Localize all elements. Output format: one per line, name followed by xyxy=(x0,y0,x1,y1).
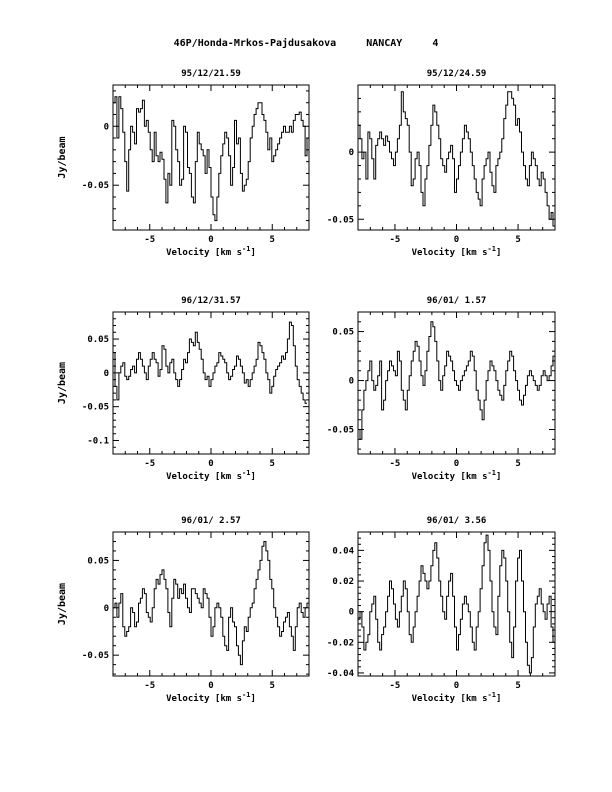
y-tick-label: -0.1 xyxy=(87,436,109,446)
spectrum-line xyxy=(358,534,556,674)
comet-name: 46P/Honda-Mrkos-Pajdusakova xyxy=(173,38,337,49)
x-tick-label: -5 xyxy=(390,235,401,245)
x-tick-label: -5 xyxy=(144,459,155,469)
y-tick-label: 0.05 xyxy=(332,328,354,338)
x-axis-label: Velocity [km s-1] xyxy=(412,245,502,258)
y-tick-label: -0.05 xyxy=(327,426,354,436)
x-tick-label: 0 xyxy=(208,235,213,245)
x-tick-label: 0 xyxy=(208,459,213,469)
x-axis-label: Velocity [km s-1] xyxy=(412,691,502,704)
x-tick-label: 5 xyxy=(515,459,520,469)
y-tick-label: -0.02 xyxy=(327,638,354,648)
y-tick-label: -0.04 xyxy=(327,669,355,679)
y-tick-label: -0.05 xyxy=(82,181,109,191)
x-tick-label: 0 xyxy=(208,681,213,691)
y-tick-label: 0 xyxy=(349,148,354,158)
spectrum-line xyxy=(358,91,555,227)
y-tick-label: 0 xyxy=(349,608,354,618)
y-tick-label: 0.02 xyxy=(332,577,354,587)
spectrum-line xyxy=(113,541,310,666)
y-tick-label: 0 xyxy=(104,604,109,614)
y-tick-label: 0 xyxy=(349,377,354,387)
x-tick-label: -5 xyxy=(144,681,155,691)
spectrum-panel: 96/01/ 2.57 -5 0 5 0.05 0 -0.05 Velocity [km s-… xyxy=(57,516,310,704)
spectrum-panel: 95/12/24.59 -5 0 5 0 -0.05 Velocity [km s-1] xyxy=(327,69,556,258)
panel-title: 96/01/ 3.56 xyxy=(427,516,487,526)
y-axis-label: Jy/beam xyxy=(57,362,68,404)
x-axis-label: Velocity [km s-1] xyxy=(412,469,502,482)
panel-title: 95/12/21.59 xyxy=(181,69,241,79)
x-tick-label: 5 xyxy=(515,235,520,245)
plot-frame xyxy=(357,84,556,231)
spectrum-line xyxy=(358,321,556,440)
y-tick-label: 0.05 xyxy=(87,335,109,345)
x-tick-label: 0 xyxy=(454,235,459,245)
x-tick-label: 5 xyxy=(270,681,275,691)
y-tick-label: -0.05 xyxy=(82,651,109,661)
y-axis-label: Jy/beam xyxy=(57,136,68,178)
spectrum-panel: 95/12/21.59 -5 0 5 0 -0.05 Velocity [km s-1] Jy… xyxy=(57,69,310,258)
x-tick-label: -5 xyxy=(390,459,401,469)
x-tick-label: -5 xyxy=(390,681,401,691)
y-tick-label: 0 xyxy=(104,369,109,379)
y-tick-label: 0 xyxy=(104,122,109,132)
y-tick-label: 0.05 xyxy=(87,556,109,566)
station-name: NANCAY xyxy=(366,38,403,49)
spectrum-panel: 96/01/ 1.57 -5 0 5 0.05 0 -0.05 Velocity [km s-… xyxy=(327,296,556,482)
x-tick-label: 0 xyxy=(454,681,459,691)
y-tick-label: 0.04 xyxy=(332,546,354,556)
x-axis-label: Velocity [km s-1] xyxy=(166,691,256,704)
y-axis-label: Jy/beam xyxy=(57,583,68,625)
panel-title: 96/01/ 2.57 xyxy=(181,516,241,526)
page-title: 46P/Honda-Mrkos-Pajdusakova NANCAY 4 xyxy=(0,38,612,49)
page-number: 4 xyxy=(432,38,439,49)
y-tick-label: -0.05 xyxy=(82,403,109,413)
y-tick-label: -0.05 xyxy=(327,215,354,225)
plot-frame xyxy=(112,531,310,677)
x-tick-label: 5 xyxy=(270,459,275,469)
spectrum-panel: 96/12/31.57 -5 0 5 0.05 0 -0.05 -0.1 Velocity [k… xyxy=(57,296,310,482)
x-tick-label: -5 xyxy=(144,235,155,245)
x-tick-label: 5 xyxy=(515,681,520,691)
spectrum-panel: 96/01/ 3.56 -5 0 5 0.04 0.02 0 -0.02 -0.04 Veloci… xyxy=(327,516,556,704)
x-axis-label: Velocity [km s-1] xyxy=(166,469,256,482)
spectrum-line xyxy=(113,321,307,404)
x-axis-label: Velocity [km s-1] xyxy=(166,245,256,258)
x-tick-label: 0 xyxy=(454,459,459,469)
spectrum-line xyxy=(113,96,310,222)
panel-title: 96/01/ 1.57 xyxy=(427,296,487,306)
panel-title: 95/12/24.59 xyxy=(427,69,487,79)
x-tick-label: 5 xyxy=(270,235,275,245)
panel-title: 96/12/31.57 xyxy=(181,296,241,306)
